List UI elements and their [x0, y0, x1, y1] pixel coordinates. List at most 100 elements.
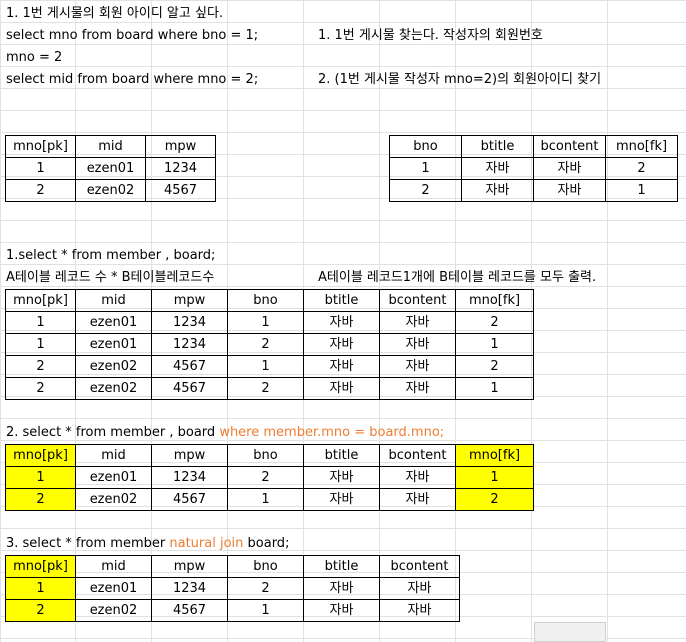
table-cell: ezen01 — [75, 157, 146, 180]
table-row: 1 ezen01 1234 2 자바 자바 1 — [5, 466, 534, 489]
table-cell: 1234 — [151, 333, 228, 356]
table-cell: 1 — [455, 333, 534, 356]
table-cell: 2 — [389, 179, 462, 202]
table-cell: ezen02 — [75, 355, 152, 378]
table-row: 2 ezen02 4567 2 자바 자바 1 — [5, 377, 534, 400]
table-cell: ezen01 — [75, 577, 152, 600]
section1-desc-right: A테이블 레코드1개에 B테이블 레코드를 모두 출력. — [318, 270, 597, 285]
header-cell: bcontent — [379, 555, 460, 578]
table-row: 1 ezen01 1234 — [5, 157, 216, 180]
table-cell: 자바 — [303, 488, 380, 511]
header-cell: mno[pk] — [5, 135, 76, 158]
table-cell: 자바 — [303, 466, 380, 489]
table-cell: 1 — [5, 157, 76, 180]
table-cell: 자바 — [303, 311, 380, 334]
table-cell: 자바 — [533, 179, 606, 202]
section3-title-natural-join: natural join — [169, 536, 244, 551]
table-cell: 1 — [389, 157, 462, 180]
header-cell: mid — [75, 555, 152, 578]
table-cell: 4567 — [145, 179, 216, 202]
table-cell: 1234 — [151, 311, 228, 334]
header-cell: mpw — [151, 289, 228, 312]
section3-title-plain: 3. select * from member — [6, 536, 170, 551]
header-cell: btitle — [461, 135, 534, 158]
table-header-row: bno btitle bcontent mno[fk] — [389, 135, 678, 158]
section1-desc-left: A테이블 레코드 수 * B테이블레코드수 — [6, 270, 215, 285]
note-step1: 1. 1번 게시물 찾는다. 작성자의 회원번호 — [318, 28, 543, 43]
table-cell: ezen02 — [75, 377, 152, 400]
table-row: 2 ezen02 4567 — [5, 179, 216, 202]
table-row: 2 자바 자바 1 — [389, 179, 678, 202]
header-cell: mno[fk] — [605, 135, 678, 158]
table-header-row: mno[pk] mid mpw bno btitle bcontent mno[… — [5, 289, 534, 312]
table-cell: ezen01 — [75, 311, 152, 334]
header-cell: btitle — [303, 289, 380, 312]
section3-title: 3. select * from member natural join boa… — [6, 533, 289, 555]
table-cell: 자바 — [461, 179, 534, 202]
table-cell: 1 — [605, 179, 678, 202]
section1-title: 1.select * from member , board; — [6, 248, 216, 263]
note-step2: 2. (1번 게시물 작성자 mno=2)의 회원아이디 찾기 — [318, 72, 602, 87]
header-cell: bcontent — [379, 289, 456, 312]
note-query2: select mid from board where mno = 2; — [6, 72, 259, 87]
horizontal-scrollbar-thumb[interactable] — [534, 622, 606, 642]
table-cell: 1 — [227, 311, 304, 334]
table-cell: 자바 — [303, 355, 380, 378]
table-cell: 1234 — [145, 157, 216, 180]
header-cell: mno[fk] — [455, 289, 534, 312]
table-cell: 2 — [227, 577, 304, 600]
table-cell: 자바 — [379, 355, 456, 378]
header-cell: mpw — [151, 444, 228, 467]
table-cell: 자바 — [303, 599, 380, 622]
header-cell: mid — [75, 289, 152, 312]
table-cell: 2 — [5, 488, 76, 511]
header-cell: btitle — [303, 444, 380, 467]
header-cell: mid — [75, 444, 152, 467]
section2-title: 2. select * from member , board where me… — [6, 422, 444, 444]
header-cell: bno — [389, 135, 462, 158]
header-cell: mid — [75, 135, 146, 158]
section2-title-where: where member.mno = board.mno; — [219, 425, 445, 440]
table-cell: ezen02 — [75, 488, 152, 511]
section3-title-end: board; — [243, 536, 290, 551]
table-cell: 4567 — [151, 488, 228, 511]
table-cell: 자바 — [379, 333, 456, 356]
table-row: 1 자바 자바 2 — [389, 157, 678, 180]
gridline — [607, 0, 608, 642]
table-cell: 자바 — [303, 333, 380, 356]
table-cell: 자바 — [379, 311, 456, 334]
table-cell: 2 — [5, 599, 76, 622]
table-cell: ezen02 — [75, 179, 146, 202]
table-cell: 4567 — [151, 355, 228, 378]
table-cell: 1234 — [151, 466, 228, 489]
header-cell: mno[pk] — [5, 555, 76, 578]
equi-join-table: mno[pk] mid mpw bno btitle bcontent mno[… — [5, 444, 534, 511]
table-cell: 2 — [227, 377, 304, 400]
table-cell: 2 — [455, 311, 534, 334]
table-cell: 1 — [455, 466, 534, 489]
header-cell: bno — [227, 444, 304, 467]
table-cell: 1 — [5, 577, 76, 600]
table-cell: 1 — [227, 355, 304, 378]
table-cell: 자바 — [379, 377, 456, 400]
table-cell: 자바 — [461, 157, 534, 180]
table-header-row: mno[pk] mid mpw bno btitle bcontent mno[… — [5, 444, 534, 467]
table-cell: 자바 — [533, 157, 606, 180]
table-cell: 1234 — [151, 577, 228, 600]
note-line1: 1. 1번 게시물의 회원 아이디 알고 싶다. — [6, 6, 224, 21]
table-header-row: mno[pk] mid mpw — [5, 135, 216, 158]
table-cell: 자바 — [303, 377, 380, 400]
header-cell: mpw — [145, 135, 216, 158]
table-cell: 2 — [5, 179, 76, 202]
table-row: 2 ezen02 4567 1 자바 자바 2 — [5, 488, 534, 511]
note-result: mno = 2 — [6, 50, 63, 65]
table-cell: 4567 — [151, 377, 228, 400]
table-cell: 자바 — [379, 599, 460, 622]
table-cell: 자바 — [379, 577, 460, 600]
table-cell: 2 — [5, 355, 76, 378]
table-cell: 1 — [455, 377, 534, 400]
table-cell: 1 — [227, 488, 304, 511]
header-cell: btitle — [303, 555, 380, 578]
table-header-row: mno[pk] mid mpw bno btitle bcontent — [5, 555, 460, 578]
header-cell: bno — [227, 289, 304, 312]
